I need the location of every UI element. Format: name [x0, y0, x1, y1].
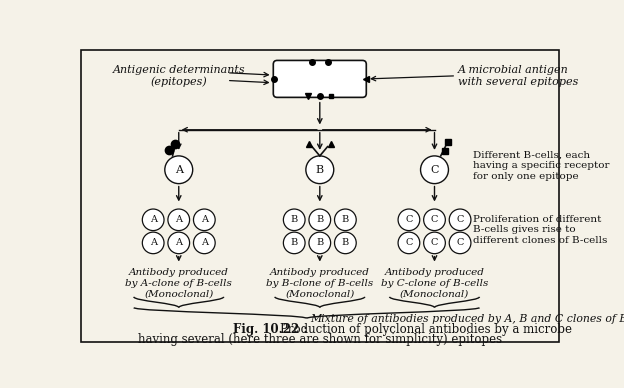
Circle shape	[283, 232, 305, 254]
Circle shape	[424, 232, 446, 254]
Text: A: A	[175, 165, 183, 175]
Text: B: B	[342, 215, 349, 224]
Circle shape	[334, 232, 356, 254]
Circle shape	[398, 232, 420, 254]
Text: having several (here three are shown for simplicity) epitopes: having several (here three are shown for…	[138, 333, 502, 346]
Text: A: A	[175, 215, 182, 224]
Text: Production of polyclonal antibodies by a microbe: Production of polyclonal antibodies by a…	[280, 324, 572, 336]
Text: A: A	[201, 215, 208, 224]
Circle shape	[283, 209, 305, 230]
Text: Antibody produced
by A-clone of B-cells
(Monoclonal): Antibody produced by A-clone of B-cells …	[125, 268, 232, 298]
Circle shape	[142, 232, 164, 254]
Circle shape	[309, 232, 331, 254]
Text: A: A	[175, 238, 182, 248]
Text: C: C	[456, 238, 464, 248]
Circle shape	[449, 232, 471, 254]
Text: B: B	[291, 238, 298, 248]
Circle shape	[165, 156, 193, 184]
Text: C: C	[431, 238, 438, 248]
Text: A microbial antigen
with several epitopes: A microbial antigen with several epitope…	[458, 65, 578, 87]
Text: B: B	[291, 215, 298, 224]
Text: C: C	[405, 238, 412, 248]
Text: C: C	[431, 215, 438, 224]
Circle shape	[306, 156, 334, 184]
Text: A: A	[150, 238, 157, 248]
Text: C: C	[431, 165, 439, 175]
Circle shape	[334, 209, 356, 230]
Circle shape	[142, 209, 164, 230]
Circle shape	[168, 232, 190, 254]
Text: C: C	[405, 215, 412, 224]
Text: Different B-cells, each
having a specific receptor
for only one epitope: Different B-cells, each having a specifi…	[473, 151, 610, 181]
Text: Mixture of antibodies produced by A, B and C clones of B-cells (Polyclonal): Mixture of antibodies produced by A, B a…	[311, 314, 624, 324]
Text: Fig. 10.22 :: Fig. 10.22 :	[233, 324, 312, 336]
Text: B: B	[316, 238, 323, 248]
Circle shape	[421, 156, 449, 184]
Circle shape	[193, 232, 215, 254]
Text: B: B	[316, 215, 323, 224]
Text: A: A	[150, 215, 157, 224]
Text: B: B	[316, 165, 324, 175]
Circle shape	[168, 209, 190, 230]
FancyBboxPatch shape	[273, 61, 366, 97]
Circle shape	[424, 209, 446, 230]
Text: Antibody produced
by B-clone of B-cells
(Monoclonal): Antibody produced by B-clone of B-cells …	[266, 268, 373, 298]
Circle shape	[193, 209, 215, 230]
Text: Antigenic determinants
(epitopes): Antigenic determinants (epitopes)	[112, 65, 245, 87]
Text: B: B	[342, 238, 349, 248]
Text: C: C	[456, 215, 464, 224]
Text: Proliferation of different
B-cells gives rise to
different clones of B-cells: Proliferation of different B-cells gives…	[473, 215, 608, 245]
Text: Antibody produced
by C-clone of B-cells
(Monoclonal): Antibody produced by C-clone of B-cells …	[381, 268, 488, 298]
Circle shape	[398, 209, 420, 230]
Circle shape	[309, 209, 331, 230]
Text: A: A	[201, 238, 208, 248]
Circle shape	[449, 209, 471, 230]
